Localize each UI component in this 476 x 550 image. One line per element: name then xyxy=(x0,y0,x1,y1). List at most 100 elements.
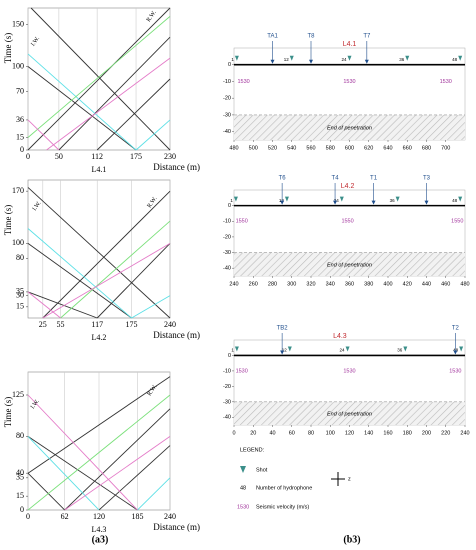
velocity-label: 1530 xyxy=(449,368,461,374)
y-axis-label: Time (s) xyxy=(3,397,13,427)
line xyxy=(96,78,171,151)
hydrophone-label: 24 xyxy=(341,57,347,62)
legend-label: Shot xyxy=(256,467,268,473)
x-tick-label: 240 xyxy=(460,430,469,436)
hydrophone-marker xyxy=(347,55,352,61)
hydrophone-label: 1 xyxy=(231,57,234,62)
x-tick-label: 420 xyxy=(403,281,412,287)
x-tick-label: 620 xyxy=(364,145,373,151)
x-tick-label: 200 xyxy=(422,430,431,436)
x-tick-label: 100 xyxy=(326,430,335,436)
x-tick-label: 62 xyxy=(61,512,69,521)
shot-label: T3 xyxy=(423,176,431,182)
y-tick-label: -20 xyxy=(223,96,231,102)
line xyxy=(42,243,171,319)
x-tick-label: 50 xyxy=(55,152,63,161)
legend: LEGEND: Shot 48 Number of hydrophone 153… xyxy=(237,447,351,510)
x-tick-label: 640 xyxy=(383,145,392,151)
panel-label: (b3) xyxy=(343,534,360,545)
hydrophone-marker xyxy=(403,346,408,352)
line xyxy=(96,243,171,319)
x-tick-label: 240 xyxy=(164,320,176,329)
chart-title: L4.3 xyxy=(92,525,107,534)
y-tick-label: -30 xyxy=(223,250,231,256)
line xyxy=(27,472,66,511)
x-tick-label: 400 xyxy=(383,281,392,287)
line xyxy=(27,291,61,319)
x-tick-label: 120 xyxy=(345,430,354,436)
hydrophone-marker xyxy=(459,346,464,352)
line xyxy=(30,7,171,151)
velocity-label: 1550 xyxy=(236,219,248,225)
y-tick-label: 100 xyxy=(12,61,24,70)
penetration-zone xyxy=(234,401,465,425)
y-axis-label: Time (s) xyxy=(3,33,13,63)
hydrophone-marker xyxy=(233,196,238,202)
shot-label: T1 xyxy=(370,176,378,182)
shot-head xyxy=(333,200,338,205)
line xyxy=(27,291,98,319)
line xyxy=(60,220,171,319)
x-tick-label: 160 xyxy=(383,430,392,436)
annotation: I.W. xyxy=(30,35,41,47)
x-tick-label: 0 xyxy=(26,512,30,521)
hydrophone-label: 48 xyxy=(453,348,459,353)
velocity-label: 1530 xyxy=(343,79,355,85)
x-tick-label: 680 xyxy=(422,145,431,151)
shot-head xyxy=(309,59,313,64)
x-tick-label: 260 xyxy=(249,281,258,287)
line xyxy=(135,119,171,151)
x-tick-label: 280 xyxy=(268,281,277,287)
hydrophone-label: 48 xyxy=(452,57,458,62)
hydrophone-marker xyxy=(284,196,289,202)
hydrophone-label: 24 xyxy=(340,348,346,353)
x-tick-label: 360 xyxy=(345,281,354,287)
y-tick-label: -40 xyxy=(223,415,231,421)
y-tick-label: 15 xyxy=(16,132,24,141)
y-tick-label: 150 xyxy=(12,20,24,29)
x-tick-label: 175 xyxy=(126,320,138,329)
chart-title: L4.1 xyxy=(92,165,107,174)
y-tick-label: 0 xyxy=(228,353,231,359)
y-tick-label: 35 xyxy=(16,287,24,296)
x-axis-label: Distance (m) xyxy=(153,162,200,172)
shot-head xyxy=(280,200,285,205)
compass xyxy=(331,472,345,486)
x-tick-label: 0 xyxy=(26,152,30,161)
y-tick-label: 80 xyxy=(16,253,24,262)
shot-head xyxy=(371,200,376,205)
profile-title: L4.1 xyxy=(343,41,357,48)
hydrophone-label: 36 xyxy=(399,57,405,62)
penetration-zone xyxy=(234,114,465,140)
x-tick-label: 40 xyxy=(269,430,275,436)
y-tick-label: -20 xyxy=(223,384,231,390)
annotation: I.W. xyxy=(32,200,43,212)
y-tick-label: 100 xyxy=(12,238,24,247)
x-tick-label: 480 xyxy=(460,281,469,287)
shot-head xyxy=(270,59,275,64)
hydrophone-label: 12 xyxy=(284,57,290,62)
shot-label: T6 xyxy=(279,176,287,182)
line xyxy=(27,187,171,319)
shot-head xyxy=(453,350,458,355)
legend-title: LEGEND: xyxy=(240,447,265,453)
x-tick-label: 180 xyxy=(403,430,412,436)
annotation: End of penetration xyxy=(327,412,372,418)
x-tick-label: 440 xyxy=(422,281,431,287)
x-tick-label: 55 xyxy=(57,320,65,329)
x-tick-label: 520 xyxy=(268,145,277,151)
y-tick-label: 0 xyxy=(228,203,231,209)
line xyxy=(27,394,171,511)
x-tick-label: 320 xyxy=(306,281,315,287)
y-tick-label: -10 xyxy=(223,79,231,85)
x-tick-label: 600 xyxy=(345,145,354,151)
y-tick-label: 0 xyxy=(20,505,24,514)
hydrophone-label: 1 xyxy=(230,198,233,203)
velocity-label: 1530 xyxy=(238,79,250,85)
legend-sample: 1530 xyxy=(237,504,249,510)
hydrophone-label: 24 xyxy=(334,198,340,203)
y-tick-label: -40 xyxy=(223,129,231,135)
hydrophone-marker xyxy=(345,346,350,352)
panel-label: (a3) xyxy=(92,534,109,545)
